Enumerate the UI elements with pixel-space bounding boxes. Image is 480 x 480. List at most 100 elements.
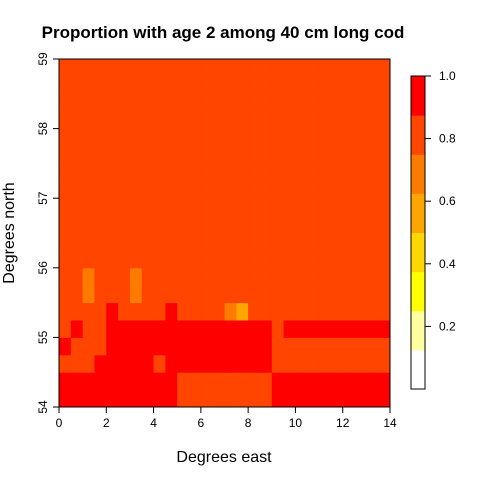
heatmap-cell [189,354,202,373]
heatmap-cell [70,128,84,147]
heatmap-cell [189,180,202,199]
heatmap-cell [259,163,273,182]
heatmap-cell [236,163,249,182]
heatmap-cell [212,215,225,234]
heatmap-cell [59,128,72,147]
heatmap-cell [118,250,131,269]
heatmap-cell [106,215,119,234]
heatmap-cell [295,59,308,77]
heatmap-cell [330,285,344,304]
heatmap-cell [319,76,332,95]
heatmap-cell [319,302,332,321]
heatmap-cell [319,337,332,356]
heatmap-cell [70,372,84,391]
heatmap-cell [330,163,344,182]
y-tick-label: 58 [36,122,50,136]
heatmap-cell [94,389,107,408]
heatmap-cell [106,180,119,199]
heatmap-cell [248,389,261,408]
heatmap-cell [342,215,356,234]
heatmap-cell [224,285,237,304]
heatmap-cell [189,285,202,304]
heatmap-cell [354,250,367,269]
heatmap-cell [212,372,225,391]
heatmap-cell [224,93,237,112]
heatmap-cell [189,320,202,338]
colorbar-tick-label: 1.0 [439,69,456,83]
heatmap-cell [189,250,202,269]
heatmap-cell [236,354,249,373]
heatmap-cell [200,111,214,130]
heatmap-cell [212,285,225,304]
heatmap-cell [94,128,107,147]
heatmap-cell [94,233,107,251]
heatmap-cell [118,267,131,286]
heatmap-cell [283,302,296,321]
heatmap-cell [165,302,178,321]
colorbar-tick-label: 0.2 [439,319,456,333]
heatmap-cell [94,180,107,199]
heatmap-cell [366,285,379,304]
heatmap-cell [118,302,131,321]
heatmap-cell [106,233,119,251]
heatmap-cell [283,128,296,147]
heatmap-cell [118,163,131,182]
heatmap-cell [224,76,237,95]
heatmap-cell [118,180,131,199]
heatmap-cell [354,372,367,391]
y-tick-label: 59 [36,52,50,66]
heatmap-cell [70,180,84,199]
heatmap-cell [200,285,214,304]
heatmap-cell [224,337,237,356]
heatmap-cell [141,111,155,130]
heatmap-cell [319,128,332,147]
heatmap-cell [141,76,155,95]
heatmap-cell [177,146,190,164]
heatmap-cell [259,198,273,217]
heatmap-cell [319,198,332,217]
heatmap-cell [259,215,273,234]
heatmap-cell [307,354,320,373]
heatmap-cell [70,233,84,251]
heatmap-cell [354,163,367,182]
heatmap-cell [271,285,285,304]
heatmap-cell [259,180,273,199]
heatmap-cell [177,128,190,147]
heatmap-cell [295,93,308,112]
heatmap-cell [106,250,119,269]
heatmap-cell [248,337,261,356]
heatmap-cell [106,267,119,286]
heatmap-cell [153,267,166,286]
heatmap-cell [177,389,190,408]
heatmap-cell [129,215,143,234]
heatmap-cell [354,215,367,234]
heatmap-cell [200,267,214,286]
heatmap-cell [283,372,296,391]
heatmap-cell [200,337,214,356]
heatmap-cell [295,198,308,217]
heatmap-cell [378,76,391,95]
heatmap-cell [224,389,237,408]
heatmap-cell [330,320,344,338]
heatmap-cell [94,198,107,217]
heatmap-cell [354,337,367,356]
heatmap-cell [283,76,296,95]
heatmap-cell [366,146,379,164]
heatmap-cell [271,59,285,77]
heatmap-cell [307,285,320,304]
heatmap-cell [94,76,107,95]
heatmap-cell [165,59,178,77]
heatmap-cell [82,59,95,77]
heatmap-cell [118,198,131,217]
heatmap-cell [129,128,143,147]
heatmap-cell [319,372,332,391]
heatmap-cell [129,198,143,217]
heatmap-cell [330,128,344,147]
heatmap-cell [59,267,72,286]
heatmap-cell [283,180,296,199]
heatmap-cell [236,285,249,304]
heatmap-cell [366,93,379,112]
x-tick-label: 14 [383,416,397,430]
heatmap-cell [82,320,95,338]
heatmap-cell [307,389,320,408]
